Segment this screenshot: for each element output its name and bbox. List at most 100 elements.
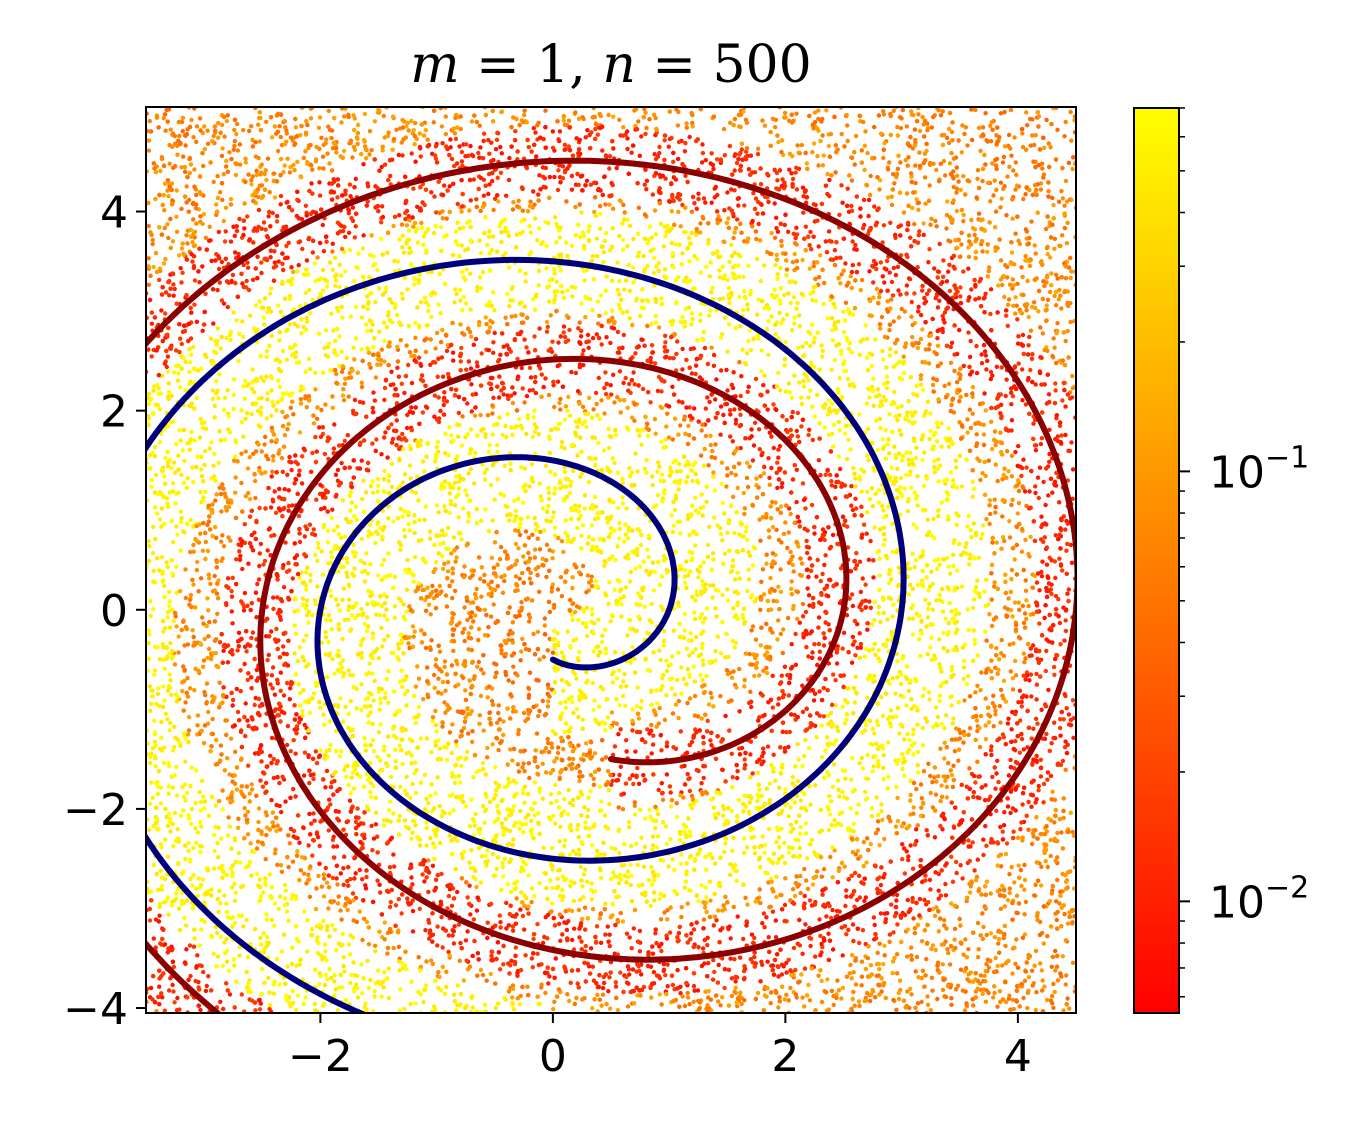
scatter-point [779, 673, 784, 678]
scatter-point [865, 627, 870, 632]
scatter-point [740, 801, 746, 806]
scatter-point [432, 856, 437, 861]
scatter-point [328, 802, 333, 807]
scatter-point [226, 535, 231, 540]
scatter-point [618, 306, 623, 311]
scatter-point [948, 344, 953, 350]
scatter-point [372, 119, 378, 124]
scatter-point [846, 927, 851, 933]
scatter-point [726, 654, 731, 659]
scatter-point [313, 552, 318, 558]
scatter-point [385, 633, 391, 639]
scatter-point [875, 700, 880, 706]
scatter-point [244, 278, 249, 284]
scatter-point [329, 627, 334, 632]
scatter-point [875, 950, 880, 955]
scatter-point [353, 615, 358, 621]
scatter-point [297, 531, 302, 536]
scatter-point [156, 386, 161, 391]
scatter-point [651, 112, 657, 117]
scatter-point [768, 129, 773, 135]
scatter-point [147, 760, 153, 766]
scatter-point [170, 748, 176, 753]
scatter-point [330, 656, 335, 662]
scatter-point [153, 472, 159, 478]
scatter-point [442, 390, 447, 395]
scatter-point [449, 156, 455, 162]
scatter-point [299, 317, 304, 322]
scatter-point [974, 195, 979, 200]
scatter-point [583, 943, 588, 949]
scatter-point [497, 557, 503, 562]
scatter-point [685, 771, 690, 777]
scatter-point [563, 766, 568, 771]
scatter-point [368, 562, 373, 567]
scatter-point [183, 700, 188, 705]
scatter-point [930, 805, 936, 810]
scatter-point [844, 456, 850, 462]
scatter-point [937, 241, 942, 247]
scatter-point [352, 235, 357, 240]
scatter-point [447, 730, 453, 735]
scatter-point [363, 490, 369, 495]
scatter-point [463, 301, 469, 306]
scatter-point [1049, 271, 1054, 276]
scatter-point [589, 843, 595, 848]
scatter-point [774, 170, 780, 176]
scatter-point [297, 468, 302, 473]
scatter-point [642, 466, 647, 472]
scatter-point [1009, 474, 1015, 479]
scatter-point [216, 855, 221, 860]
scatter-point [337, 608, 342, 613]
scatter-point [1013, 449, 1018, 455]
scatter-point [953, 607, 959, 613]
scatter-point [560, 932, 565, 937]
scatter-point [156, 887, 161, 893]
scatter-point [745, 537, 750, 542]
scatter-point [931, 376, 936, 381]
scatter-point [683, 463, 688, 468]
scatter-point [940, 987, 946, 993]
scatter-point [538, 494, 543, 499]
scatter-point [941, 274, 946, 279]
scatter-point [432, 1004, 437, 1009]
scatter-point [224, 508, 229, 513]
scatter-point [1023, 656, 1028, 661]
scatter-point [558, 716, 563, 722]
scatter-point [163, 455, 168, 461]
scatter-point [837, 212, 842, 217]
scatter-point [832, 817, 837, 823]
scatter-point [1007, 890, 1012, 896]
scatter-point [468, 198, 473, 203]
scatter-point [807, 266, 812, 271]
scatter-point [600, 639, 605, 645]
scatter-point [983, 736, 989, 742]
scatter-point [589, 523, 594, 528]
scatter-point [503, 315, 508, 320]
scatter-point [431, 841, 436, 846]
scatter-point [1002, 810, 1007, 815]
scatter-point [1009, 153, 1014, 158]
scatter-point [1031, 421, 1036, 426]
scatter-point [412, 555, 418, 560]
scatter-point [276, 259, 281, 264]
scatter-point [618, 910, 623, 916]
scatter-point [526, 873, 531, 878]
scatter-point [700, 214, 705, 220]
scatter-point [223, 205, 229, 210]
scatter-point [761, 746, 766, 751]
scatter-point [418, 736, 423, 741]
scatter-point [900, 107, 906, 113]
scatter-point [177, 1007, 182, 1012]
scatter-point [438, 339, 444, 345]
scatter-point [183, 843, 188, 848]
scatter-point [461, 294, 466, 300]
scatter-point [793, 631, 798, 637]
scatter-point [688, 802, 693, 808]
scatter-point [727, 143, 733, 149]
scatter-point [694, 206, 699, 211]
scatter-point [146, 401, 151, 407]
scatter-point [788, 822, 793, 827]
scatter-point [150, 241, 155, 247]
scatter-point [722, 985, 727, 991]
